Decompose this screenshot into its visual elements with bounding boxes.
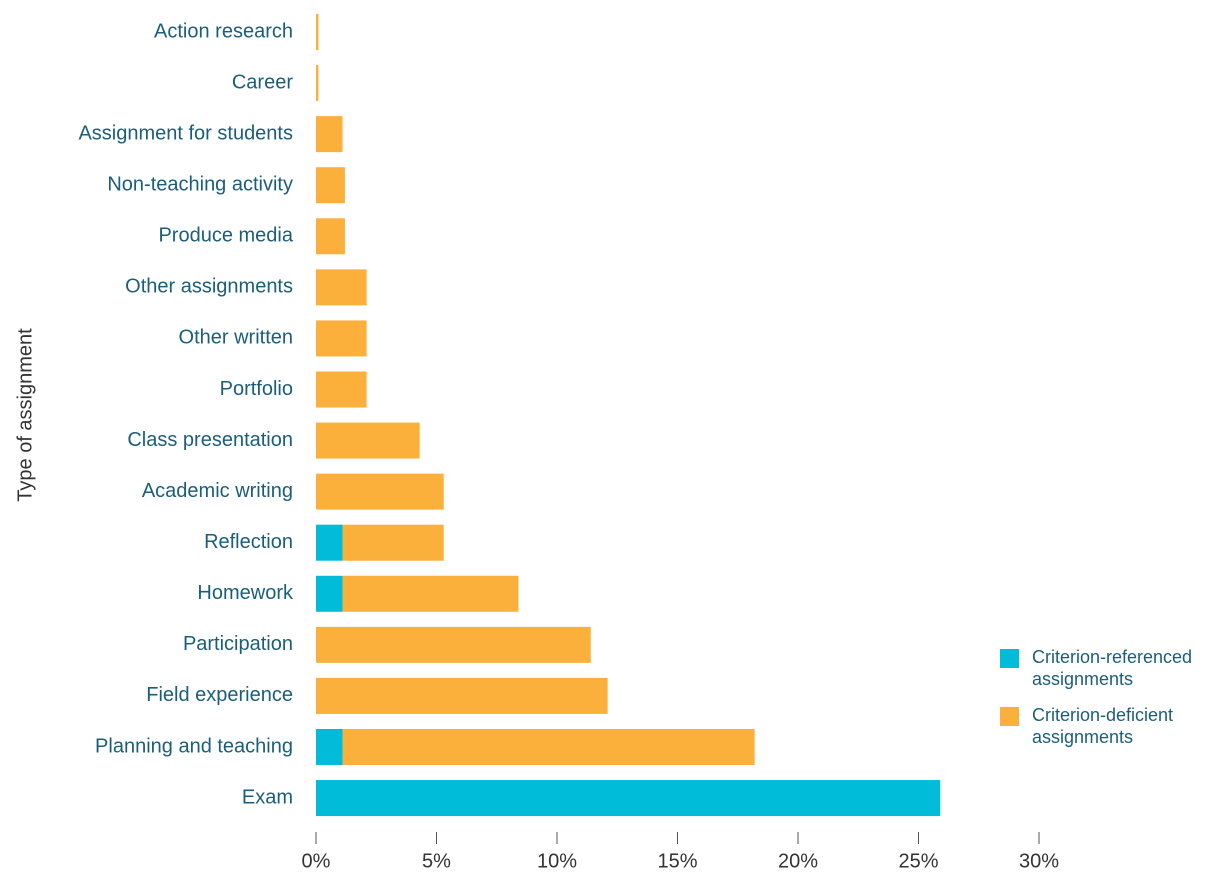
bar-segment — [316, 677, 608, 714]
y-tick-label: Action research — [154, 20, 293, 42]
bar-segment — [316, 218, 345, 255]
legend-swatch — [1000, 707, 1019, 726]
y-tick-label: Planning and teaching — [95, 735, 293, 757]
x-tick-label: 10% — [537, 850, 577, 872]
bar-segment — [316, 422, 420, 459]
bar-segment — [342, 524, 444, 561]
bar-segment — [342, 575, 519, 612]
bar-segment — [316, 269, 367, 306]
y-tick-label: Portfolio — [220, 378, 293, 400]
y-tick-label: Reflection — [204, 531, 293, 553]
y-tick-label: Career — [232, 71, 293, 93]
x-tick-label: 20% — [778, 850, 818, 872]
y-axis-label: Type of assignment — [14, 328, 36, 502]
y-tick-label: Other written — [179, 327, 293, 349]
y-tick-label: Field experience — [146, 684, 293, 706]
bar-segment — [316, 65, 319, 102]
bar-segment — [316, 728, 343, 765]
x-tick-label: 30% — [1019, 850, 1059, 872]
y-tick-label: Class presentation — [127, 429, 293, 451]
bar-segment — [316, 626, 591, 663]
y-tick-label: Exam — [242, 786, 293, 808]
bar-segment — [316, 116, 343, 153]
legend-label: Criterion-deficient assignments — [1032, 705, 1174, 747]
legend-label: Criterion-referenced assignments — [1032, 647, 1193, 689]
bar-segment — [316, 575, 343, 612]
x-tick-label: 15% — [657, 850, 697, 872]
y-tick-label: Produce media — [158, 225, 293, 247]
y-tick-label: Academic writing — [142, 480, 293, 502]
bar-segment — [316, 167, 345, 204]
x-tick-label: 25% — [898, 850, 938, 872]
bar-segment — [316, 473, 444, 510]
bar-segment — [316, 14, 319, 50]
bar-segment — [316, 371, 367, 408]
x-tick-label: 5% — [422, 850, 451, 872]
y-tick-label: Non-teaching activity — [107, 173, 293, 195]
y-tick-label: Assignment for students — [78, 122, 293, 144]
y-tick-label: Other assignments — [125, 276, 293, 298]
bar-segment — [316, 320, 367, 357]
y-tick-label: Participation — [183, 633, 293, 655]
legend-swatch — [1000, 649, 1019, 668]
x-tick-label: 0% — [302, 850, 331, 872]
y-tick-label: Homework — [197, 582, 294, 604]
bar-segment — [316, 780, 941, 817]
bar-segment — [342, 728, 755, 765]
bar-segment — [316, 524, 343, 561]
